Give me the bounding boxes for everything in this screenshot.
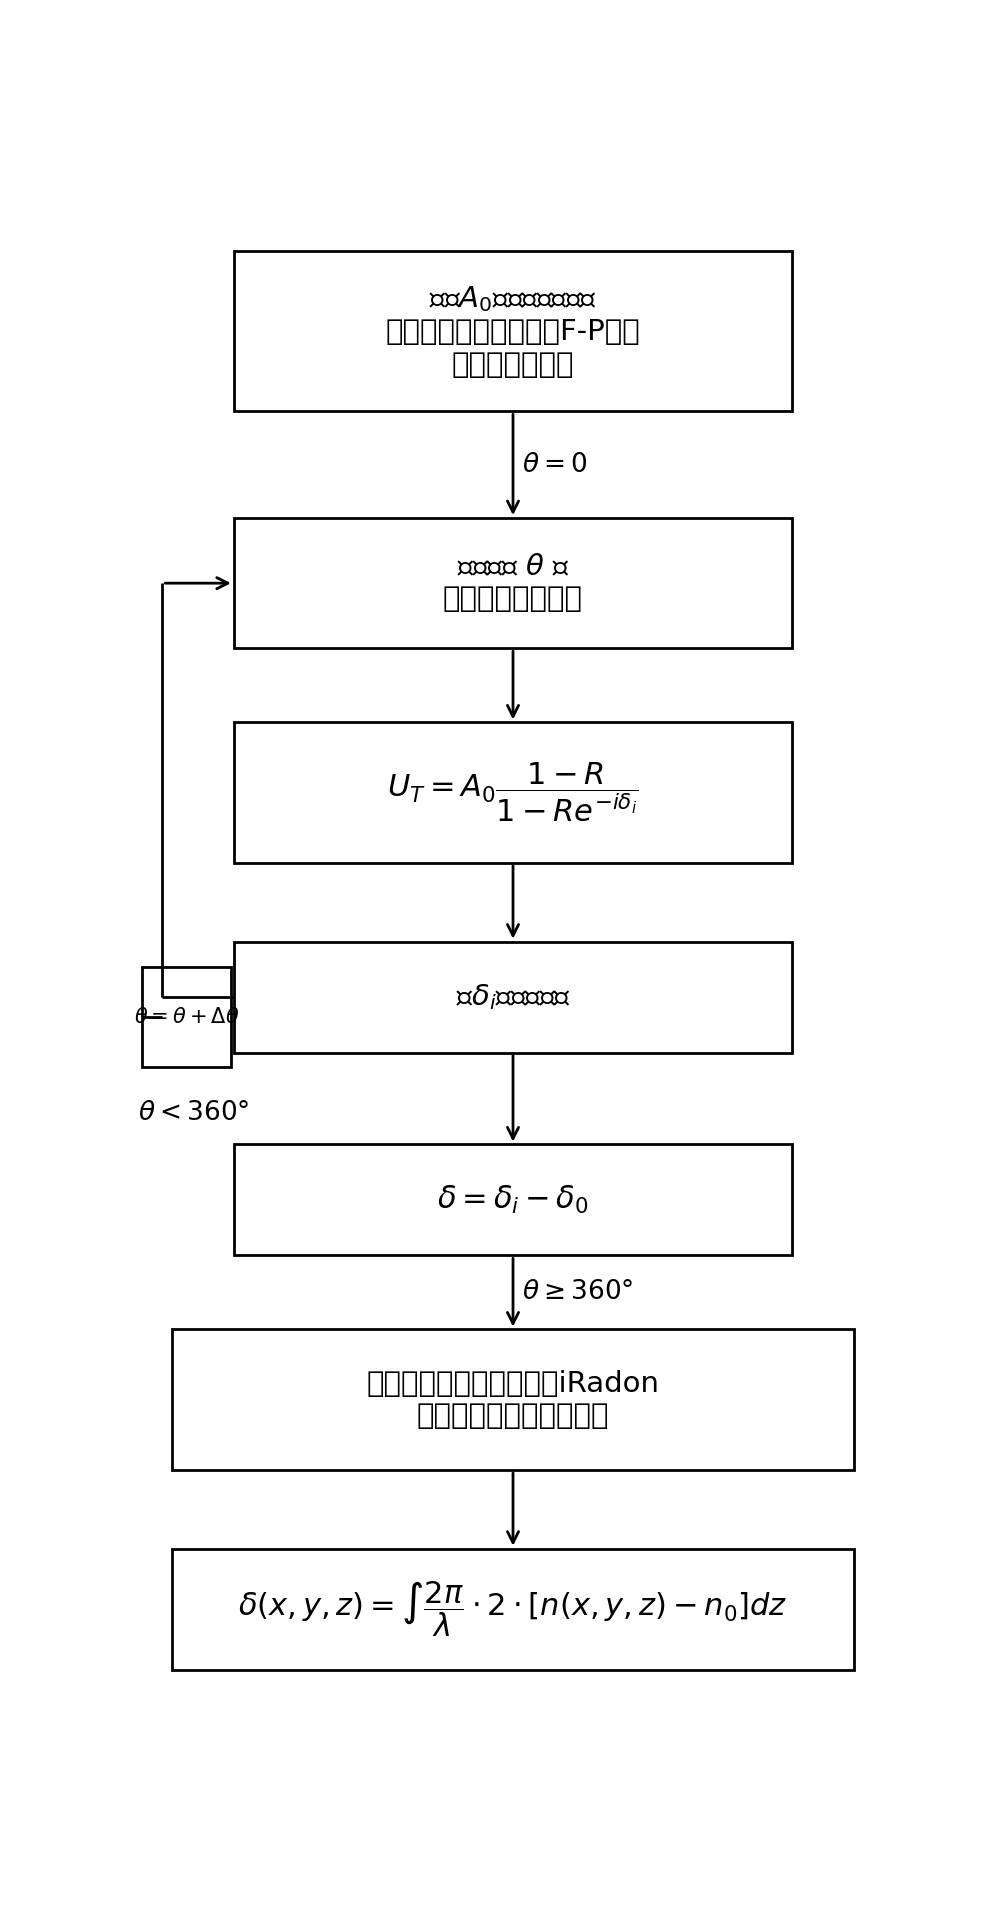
FancyBboxPatch shape	[233, 252, 793, 412]
Text: 对$\delta_i$进行解包裹: 对$\delta_i$进行解包裹	[455, 983, 571, 1011]
Text: $\delta(x,y,z)=\int\dfrac{2\pi}{\lambda}\cdot 2\cdot[n(x,y,z)-n_0]dz$: $\delta(x,y,z)=\int\dfrac{2\pi}{\lambda}…	[238, 1579, 788, 1638]
FancyBboxPatch shape	[172, 1548, 854, 1669]
FancyBboxPatch shape	[233, 517, 793, 648]
FancyBboxPatch shape	[233, 942, 793, 1052]
Text: 记录角度 $\theta$ 时
的最优数字全息图: 记录角度 $\theta$ 时 的最优数字全息图	[443, 554, 583, 613]
Text: $U_T = A_0\dfrac{1-R}{1-Re^{-i\delta_i}}$: $U_T = A_0\dfrac{1-R}{1-Re^{-i\delta_i}}…	[387, 762, 639, 825]
FancyBboxPatch shape	[233, 1144, 793, 1256]
FancyBboxPatch shape	[233, 723, 793, 863]
FancyBboxPatch shape	[172, 1329, 854, 1469]
Text: $\delta = \delta_i - \delta_0$: $\delta = \delta_i - \delta_0$	[437, 1185, 589, 1215]
Text: 所有角度的相位分布，做iRadon
变换，重建三维相位分布: 所有角度的相位分布，做iRadon 变换，重建三维相位分布	[366, 1369, 660, 1431]
Text: $\theta=0$: $\theta=0$	[523, 452, 588, 477]
FancyBboxPatch shape	[142, 967, 231, 1067]
Text: $\theta=\theta+\Delta\theta$: $\theta=\theta+\Delta\theta$	[134, 1008, 239, 1027]
Text: $\theta\geq360°$: $\theta\geq360°$	[523, 1279, 634, 1306]
Text: $\theta<360°$: $\theta<360°$	[138, 1100, 250, 1127]
Text: 记录$A_0$和未放入微结构
光纤时数字全息图，在F-P腔中
放入微结构光纤: 记录$A_0$和未放入微结构 光纤时数字全息图，在F-P腔中 放入微结构光纤	[385, 285, 641, 379]
